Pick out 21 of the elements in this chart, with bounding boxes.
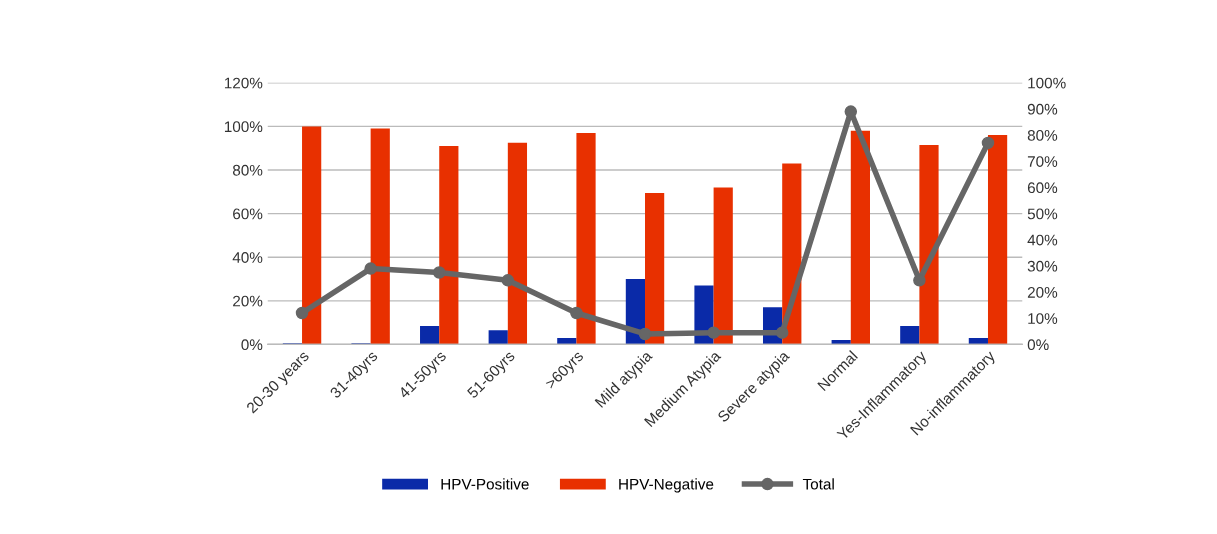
y2-tick-label: 10% — [1028, 313, 1058, 324]
legend-label: HPV-Negative — [619, 478, 714, 493]
y2-tick-label: 0% — [1027, 339, 1049, 351]
y2-tick-label: 50% — [1027, 208, 1058, 220]
legend-label: HPV-Positive — [441, 478, 529, 490]
y-tick-label: 40% — [232, 252, 263, 263]
y2-tick-label: 80% — [1027, 129, 1058, 141]
y-tick-label: 120% — [224, 77, 263, 89]
y2-tick-label: 60% — [1027, 182, 1058, 194]
y-tick-label: 0% — [241, 339, 263, 351]
y2-tick-label: 70% — [1027, 156, 1058, 167]
y-tick-label: 60% — [233, 208, 263, 220]
y-tick-label: 100% — [224, 121, 263, 133]
y2-tick-label: 100% — [1028, 77, 1066, 89]
y2-tick-label: 20% — [1027, 286, 1058, 298]
y2-tick-label: 40% — [1027, 234, 1058, 246]
legend-label: Total — [802, 478, 834, 490]
y2-tick-label: 90% — [1027, 103, 1058, 115]
y-tick-label: 20% — [233, 295, 263, 307]
y-tick-label: 80% — [232, 164, 263, 176]
y2-tick-label: 30% — [1027, 260, 1058, 272]
